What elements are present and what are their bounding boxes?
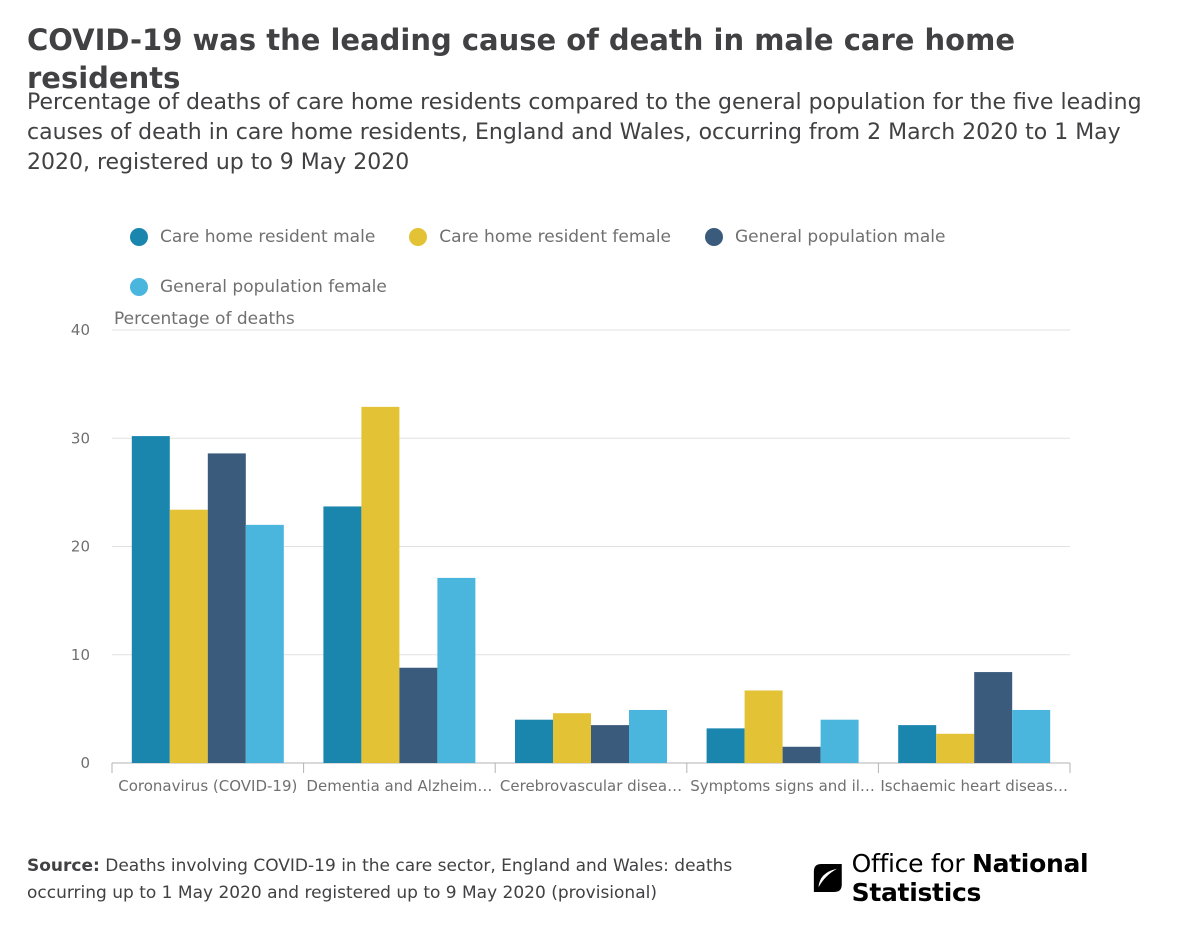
bar [898,725,937,763]
bar [437,577,476,763]
bar [399,667,438,763]
legend-item[interactable]: General population female [130,276,387,298]
logo-text-bold: National Statistics [851,849,1089,907]
y-tick-label: 10 [71,646,90,664]
bar [782,746,821,763]
bar [706,728,745,763]
bar [169,509,208,763]
bar [591,725,629,763]
y-tick-label: 20 [71,538,90,556]
x-tick-label: Ischaemic heart diseas… [880,777,1068,795]
source-note: Source: Deaths involving COVID-19 in the… [27,853,787,907]
bar [553,713,591,763]
y-tick-label: 0 [80,754,90,772]
legend-label: Care home resident male [160,227,376,247]
bar [974,672,1013,763]
bar [629,709,667,763]
source-text: Deaths involving COVID-19 in the care se… [27,856,733,903]
bar-chart: 0 10 20 30 40 Percentage of deaths Coronavirus… [71,309,1071,795]
logo-text-regular: Office for [851,849,972,878]
chart-subtitle: Percentage of deaths of care home reside… [27,90,1142,175]
legend-swatch [130,228,148,246]
chart-title: COVID-19 was the leading cause of death … [27,23,1015,95]
legend-label: General population female [160,277,387,297]
legend-item[interactable]: Care home resident male [130,226,375,248]
x-tick-label: Symptoms signs and il… [690,777,875,795]
legend-item[interactable]: Care home resident female [409,226,671,248]
bar [207,453,246,763]
bar [936,733,975,763]
source-label: Source: [27,856,100,876]
y-axis-label: Percentage of deaths [114,309,295,329]
x-tick-label: Cerebrovascular disea… [500,777,682,795]
legend: Care home resident male Care home residen… [130,226,1030,298]
bar [1012,709,1051,763]
y-tick-label: 40 [71,321,90,339]
ons-logo-text: Office for National Statistics [852,849,1200,907]
legend-swatch [130,278,148,296]
x-tick-label: Dementia and Alzheim… [306,777,492,795]
bar [361,406,400,763]
legend-label: General population male [735,227,946,247]
ons-logo-icon [813,864,842,892]
legend-label: Care home resident female [439,227,671,247]
bar [131,436,170,763]
x-tick-label: Coronavirus (COVID-19) [118,777,297,795]
bar [820,719,859,763]
bar [323,506,362,763]
ons-logo: Office for National Statistics [812,849,1200,907]
bar [515,719,553,763]
legend-item[interactable]: General population male [705,226,945,248]
bar [245,524,284,763]
y-tick-label: 30 [71,429,90,447]
bar [744,690,783,763]
legend-swatch [705,228,723,246]
legend-swatch [409,228,428,246]
